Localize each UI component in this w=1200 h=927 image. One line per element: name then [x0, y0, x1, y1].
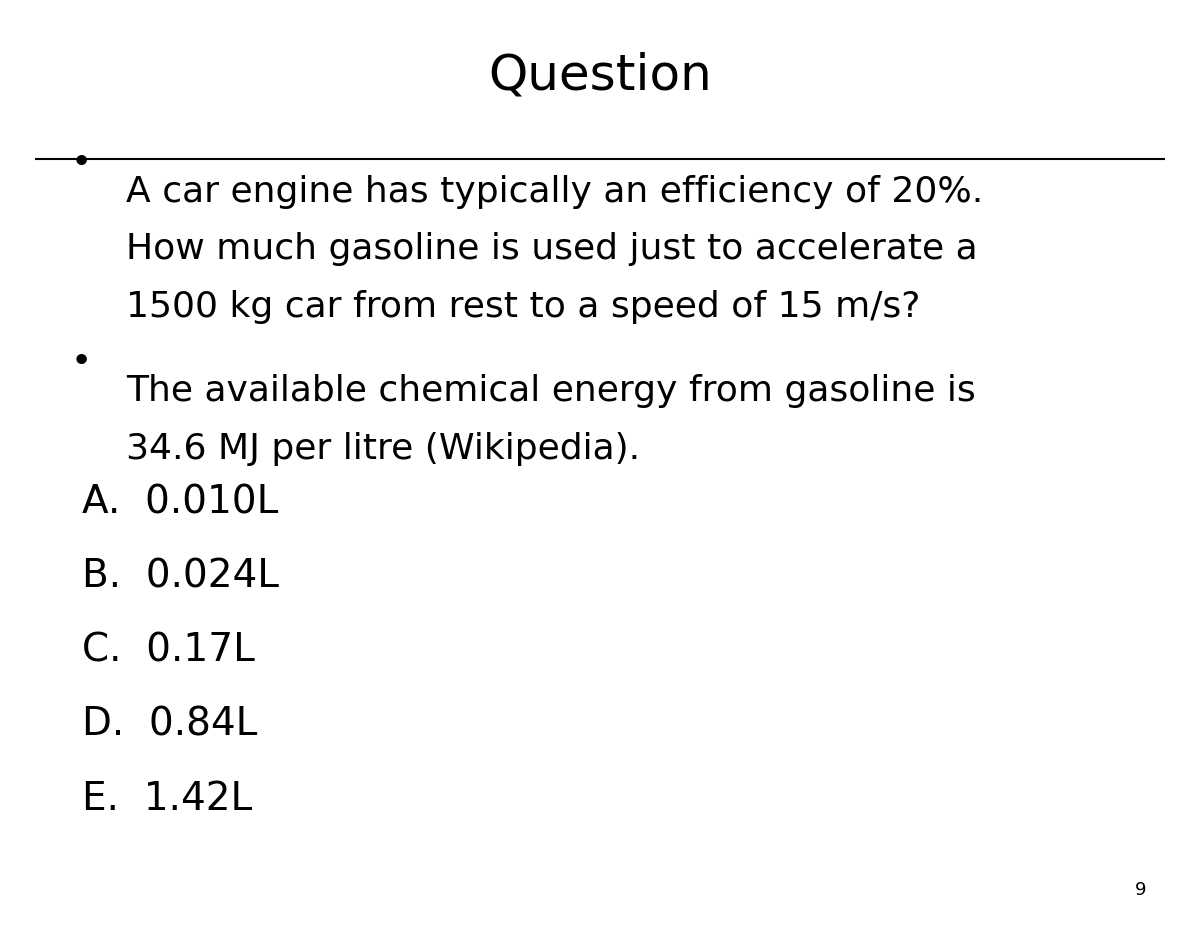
Text: A car engine has typically an efficiency of 20%.: A car engine has typically an efficiency… — [126, 175, 983, 209]
Text: •: • — [71, 146, 92, 180]
Text: B.  0.024L: B. 0.024L — [82, 558, 278, 595]
Text: How much gasoline is used just to accelerate a: How much gasoline is used just to accele… — [126, 233, 978, 266]
Text: 1500 kg car from rest to a speed of 15 m/s?: 1500 kg car from rest to a speed of 15 m… — [126, 290, 920, 324]
Text: D.  0.84L: D. 0.84L — [82, 706, 257, 743]
Text: E.  1.42L: E. 1.42L — [82, 781, 252, 818]
Text: 9: 9 — [1134, 881, 1146, 899]
Text: 34.6 MJ per litre (Wikipedia).: 34.6 MJ per litre (Wikipedia). — [126, 432, 640, 465]
Text: The available chemical energy from gasoline is: The available chemical energy from gasol… — [126, 375, 976, 408]
Text: Question: Question — [488, 51, 712, 99]
Text: C.  0.17L: C. 0.17L — [82, 632, 254, 669]
Text: •: • — [71, 346, 92, 379]
Text: A.  0.010L: A. 0.010L — [82, 484, 278, 521]
